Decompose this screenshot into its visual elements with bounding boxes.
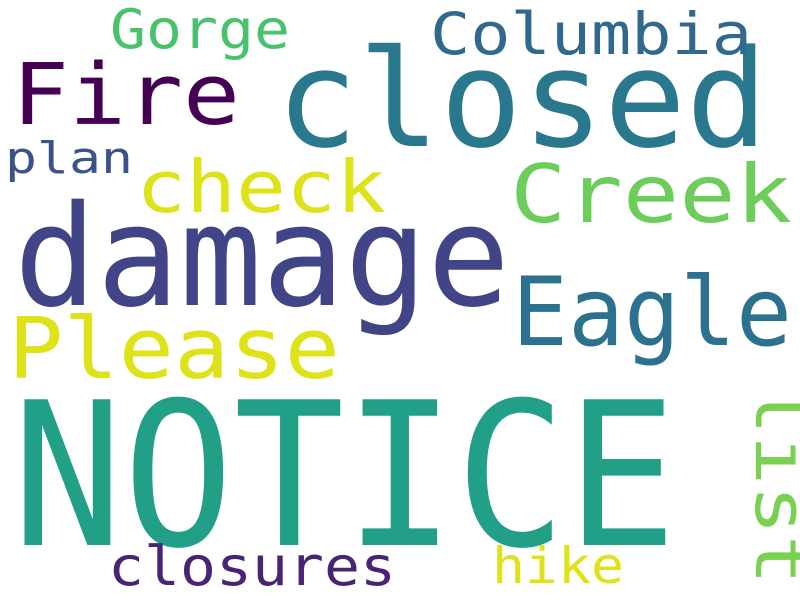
word-creek: Creek [510,148,792,241]
word-fire: Fire [12,46,240,145]
word-gorge: Gorge [110,0,290,61]
word-hike: hike [492,537,624,595]
word-check: check [136,145,386,229]
word-closures: closures [108,535,396,598]
word-eagle: Eagle [512,258,792,368]
word-plan: plan [5,133,133,184]
word-list: list [739,385,800,585]
word-damage: damage [14,176,510,339]
word-columbia: Columbia [430,0,752,68]
word-please: Please [8,300,340,399]
word-notice: NOTICE [12,360,677,593]
word-closed: closed [276,21,768,178]
